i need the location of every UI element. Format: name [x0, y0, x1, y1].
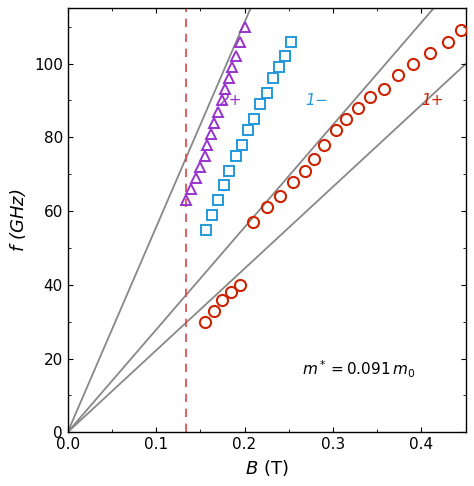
X-axis label: $B$ (T): $B$ (T) [245, 458, 288, 478]
Text: $m^* = 0.091\, m_0$: $m^* = 0.091\, m_0$ [302, 359, 415, 380]
Y-axis label: $f$ (GHz): $f$ (GHz) [9, 189, 28, 252]
Text: 1+: 1+ [421, 93, 444, 108]
Text: 2+: 2+ [220, 93, 242, 108]
Text: 1$-$: 1$-$ [305, 92, 328, 108]
